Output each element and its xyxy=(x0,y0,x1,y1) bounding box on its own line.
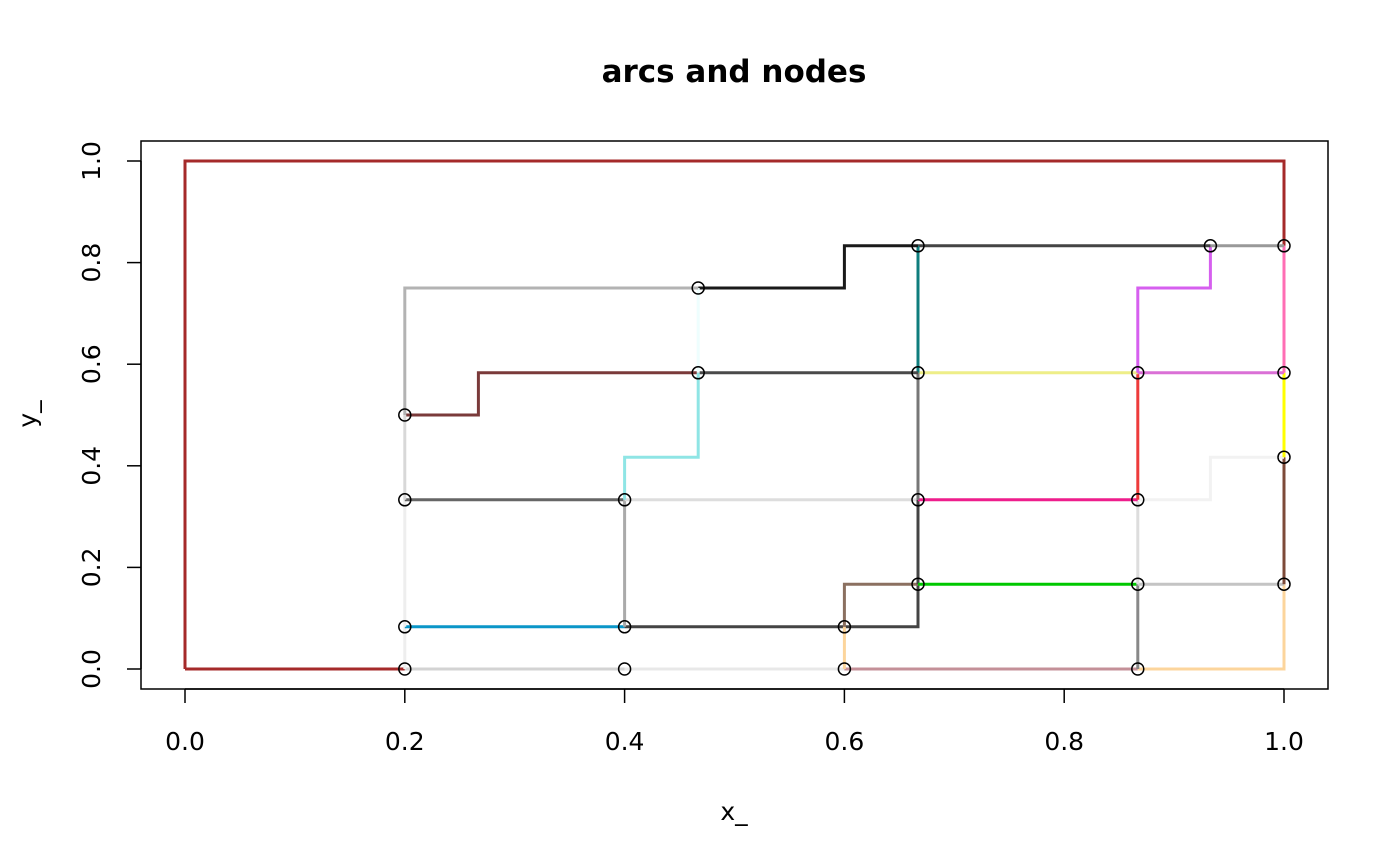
node-10 xyxy=(398,493,412,507)
arcs-layer xyxy=(183,159,1286,671)
x-tick-label: 1.0 xyxy=(1264,727,1304,756)
arc-37 xyxy=(623,372,700,500)
node-6 xyxy=(837,620,852,634)
node-0 xyxy=(398,662,412,676)
node-14 xyxy=(1277,450,1291,464)
arc-39 xyxy=(403,286,699,415)
node-3 xyxy=(1131,662,1145,676)
node-5 xyxy=(617,620,632,634)
x-axis-label: x_ xyxy=(720,797,748,826)
y-tick-label: 0.6 xyxy=(77,344,106,384)
chart-title: arcs and nodes xyxy=(602,54,867,90)
node-15 xyxy=(398,408,412,422)
node-13 xyxy=(1131,493,1145,507)
node-16 xyxy=(691,366,705,380)
node-7 xyxy=(911,577,925,591)
node-11 xyxy=(617,493,632,507)
node-4 xyxy=(398,620,412,634)
x-tick-label: 0.2 xyxy=(385,727,425,756)
y-tick-label: 0.8 xyxy=(77,243,106,283)
arc-34 xyxy=(698,244,918,290)
node-8 xyxy=(1131,577,1145,591)
x-axis: 0.0 0.2 0.4 0.6 0.8 1.0 xyxy=(165,688,1304,756)
arc-36 xyxy=(404,371,699,417)
node-20 xyxy=(691,281,705,295)
x-tick-label: 0.8 xyxy=(1044,727,1084,756)
arc-0 xyxy=(183,159,1286,669)
arc-9 xyxy=(844,584,920,629)
node-1 xyxy=(617,662,632,676)
node-9 xyxy=(1277,577,1291,591)
y-axis: 0.0 0.2 0.4 0.6 0.8 1.0 xyxy=(77,141,142,689)
y-tick-label: 0.0 xyxy=(77,649,106,689)
x-tick-label: 0.4 xyxy=(605,727,645,756)
node-2 xyxy=(837,662,852,676)
y-axis-label: y_ xyxy=(13,400,42,428)
node-17 xyxy=(911,366,925,380)
y-tick-label: 0.2 xyxy=(77,548,106,588)
arc-5 xyxy=(1137,584,1286,671)
x-tick-label: 0.0 xyxy=(165,727,205,756)
arc-14 xyxy=(842,582,918,627)
node-22 xyxy=(1203,239,1218,253)
arc-23 xyxy=(1137,455,1284,502)
x-tick-label: 0.6 xyxy=(825,727,865,756)
node-21 xyxy=(911,239,925,253)
node-19 xyxy=(1277,366,1291,380)
node-23 xyxy=(1277,239,1291,253)
plot-frame xyxy=(140,140,1329,690)
y-tick-label: 0.4 xyxy=(77,446,106,486)
nodes-layer xyxy=(398,239,1291,676)
node-18 xyxy=(1131,366,1145,380)
node-12 xyxy=(911,493,925,507)
y-tick-label: 1.0 xyxy=(77,141,106,181)
arc-29 xyxy=(1136,245,1212,373)
